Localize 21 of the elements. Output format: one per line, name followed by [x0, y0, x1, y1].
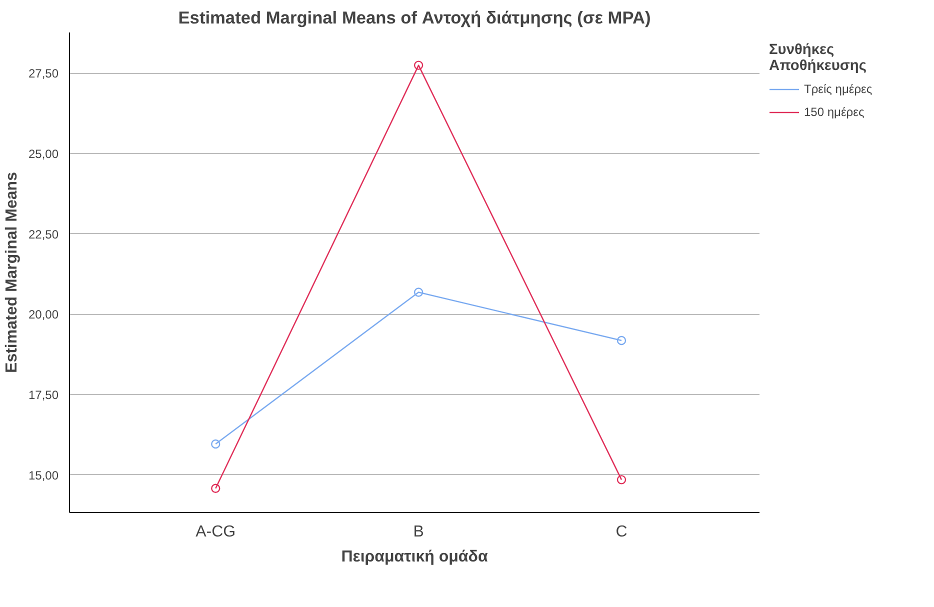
point	[414, 288, 424, 297]
legend-label: 150 ημέρες	[804, 105, 864, 119]
point	[616, 475, 626, 484]
point	[414, 60, 424, 70]
x-tick-label: B	[413, 524, 424, 540]
point	[211, 439, 220, 449]
y-tick-label: 20,00	[28, 308, 59, 322]
x-tick-label: A-CG	[196, 524, 236, 540]
chart-title: Estimated Marginal Means of Αντοχή διάτμησης (σε MPA)	[178, 8, 651, 28]
legend-label: Τρείς ημέρες	[804, 82, 872, 96]
y-tick-label: 17,50	[28, 388, 59, 402]
x-tick-label: C	[616, 524, 628, 540]
y-tick-label: 27,50	[28, 66, 59, 81]
point	[211, 484, 220, 493]
x-axis-title: Πειραματική ομάδα	[341, 548, 488, 566]
y-tick-label: 25,00	[28, 146, 59, 161]
legend-title: Συνθήκες Αποθήκευσης	[769, 42, 868, 74]
y-tick-label: 15,00	[28, 468, 59, 482]
y-axis-title: Estimated Marginal Means	[3, 172, 20, 373]
y-tick-label: 22,50	[28, 227, 59, 242]
point	[616, 336, 626, 346]
